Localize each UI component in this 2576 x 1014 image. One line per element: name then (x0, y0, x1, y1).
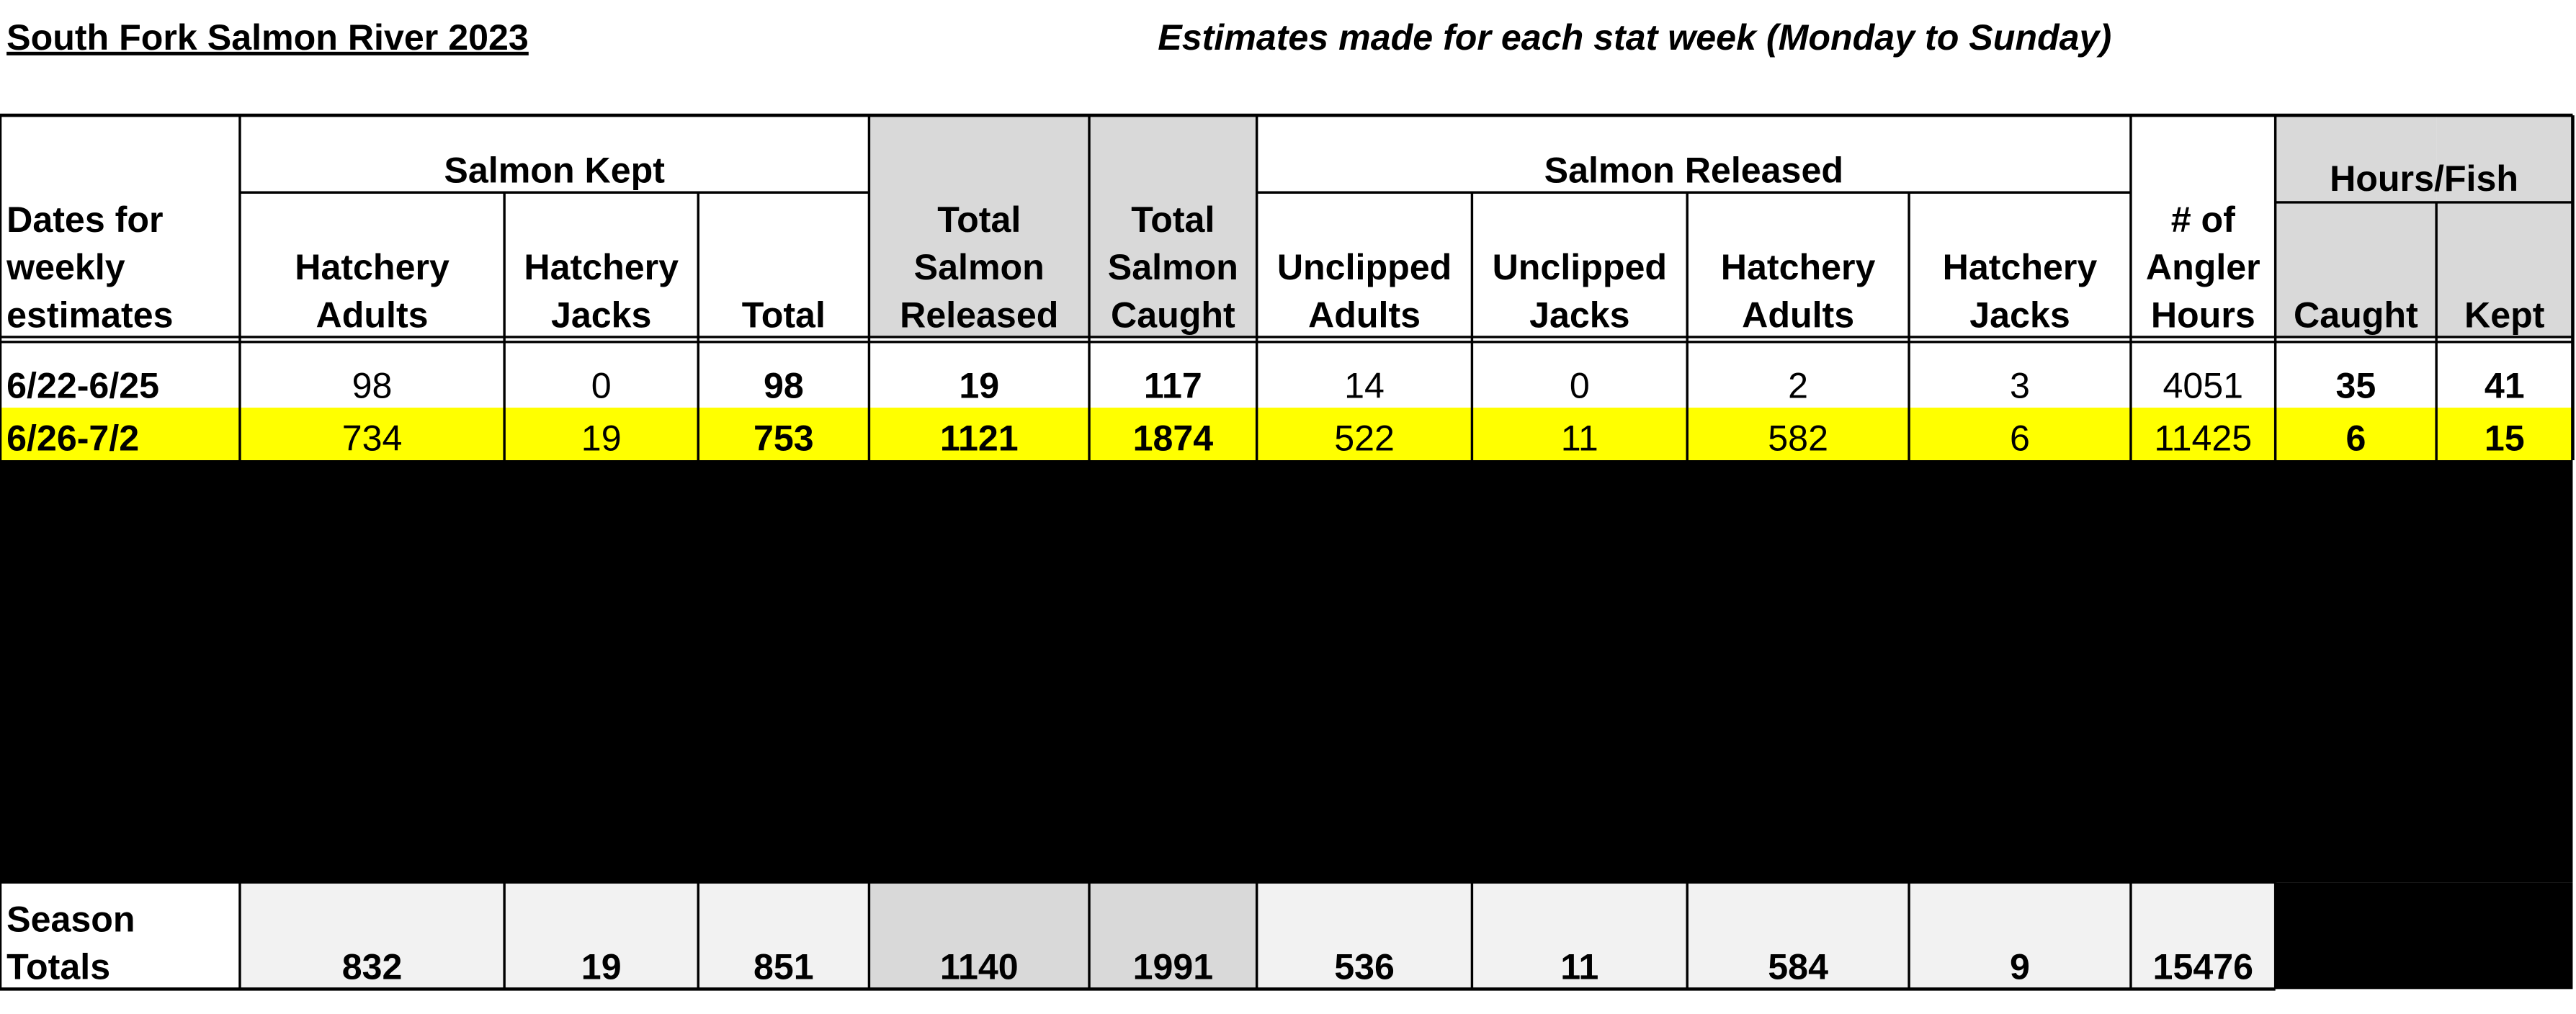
totals-cell: 19 (581, 947, 622, 987)
cell: 6/26-7/2 (6, 418, 139, 458)
column-header: Total (937, 199, 1021, 240)
column-header: Total (1131, 199, 1215, 240)
column-header: Released (900, 295, 1058, 335)
column-header: Caught (2294, 295, 2418, 335)
totals-cell: 584 (1768, 947, 1828, 987)
column-header: Hours (2151, 295, 2255, 335)
column-header: Jacks (1969, 295, 2070, 335)
group-header: Salmon Kept (444, 151, 665, 191)
totals-cell: 11 (1560, 947, 1598, 987)
totals-cell: 851 (753, 947, 814, 987)
totals-cell: 1991 (1133, 947, 1214, 987)
header-shade (1089, 115, 1257, 337)
column-header: Angler (2146, 247, 2260, 287)
highlight-row (0, 408, 2573, 461)
header-shade (869, 115, 1090, 337)
cell: 2 (1788, 365, 1808, 405)
cell: 14 (1344, 365, 1385, 405)
totals-cell: 15476 (2153, 947, 2253, 987)
cell: 753 (753, 418, 814, 458)
cell: 98 (352, 365, 393, 405)
cell: 15 (2485, 418, 2525, 458)
cell: 41 (2485, 365, 2525, 405)
column-header: Jacks (1529, 295, 1629, 335)
subtitle: Estimates made for each stat week (Monda… (1158, 17, 2111, 58)
totals-cell: 1140 (940, 947, 1019, 987)
total-shade (2130, 882, 2276, 990)
column-header: Unclipped (1493, 247, 1667, 287)
total-shade (1256, 882, 1472, 990)
title: South Fork Salmon River 2023 (6, 17, 529, 58)
column-header: estimates (6, 295, 173, 335)
column-header: Unclipped (1277, 247, 1452, 287)
totals-label: Totals (6, 947, 110, 987)
cell: 0 (591, 365, 612, 405)
column-header: Jacks (551, 295, 651, 335)
column-header: Hatchery (1943, 247, 2098, 287)
cell: 1874 (1133, 418, 1214, 458)
column-header: Adults (1742, 295, 1854, 335)
cell: 4051 (2163, 365, 2244, 405)
column-header: Salmon (914, 247, 1045, 287)
column-header: Hatchery (1721, 247, 1876, 287)
redacted-area (0, 460, 2573, 883)
header-shade (2436, 115, 2573, 337)
column-header: Salmon (1108, 247, 1238, 287)
cell: 35 (2335, 365, 2376, 405)
column-header: Hatchery (295, 247, 450, 287)
column-header: Total (742, 295, 826, 335)
cell: 19 (581, 418, 622, 458)
column-header: # of (2171, 199, 2235, 240)
column-header: Adults (1308, 295, 1421, 335)
total-shade (239, 882, 505, 990)
total-shade (1909, 882, 2131, 990)
column-header: Caught (1111, 295, 1235, 335)
totals-cell: 9 (2010, 947, 2030, 987)
cell: 6/22-6/25 (6, 365, 159, 405)
cell: 6 (2345, 418, 2366, 458)
cell: 117 (1144, 365, 1202, 405)
cell: 522 (1334, 418, 1395, 458)
cell: 11425 (2154, 418, 2252, 458)
column-header: weekly (6, 247, 125, 287)
cell: 1121 (940, 418, 1019, 458)
cell: 11 (1561, 418, 1598, 458)
cell: 734 (342, 418, 403, 458)
column-header: Kept (2464, 295, 2545, 335)
total-shade (1687, 882, 1910, 990)
header-shade (2275, 115, 2437, 337)
redacted-area (2275, 882, 2573, 990)
total-shade (1089, 882, 1257, 990)
column-header: Adults (316, 295, 429, 335)
totals-cell: 832 (342, 947, 403, 987)
total-shade (504, 882, 699, 990)
total-shade (869, 882, 1090, 990)
group-header: Salmon Released (1544, 151, 1843, 191)
total-shade (1472, 882, 1688, 990)
cell: 6 (2010, 418, 2030, 458)
column-header: Hatchery (524, 247, 679, 287)
total-shade (698, 882, 869, 990)
totals-cell: 536 (1334, 947, 1395, 987)
cell: 582 (1768, 418, 1828, 458)
column-header: Dates for (6, 199, 163, 240)
cell: 0 (1570, 365, 1590, 405)
cell: 98 (764, 365, 804, 405)
cell: 3 (2010, 365, 2030, 405)
totals-label: Season (6, 899, 135, 940)
cell: 19 (959, 365, 999, 405)
group-header: Hours/Fish (2330, 158, 2518, 199)
